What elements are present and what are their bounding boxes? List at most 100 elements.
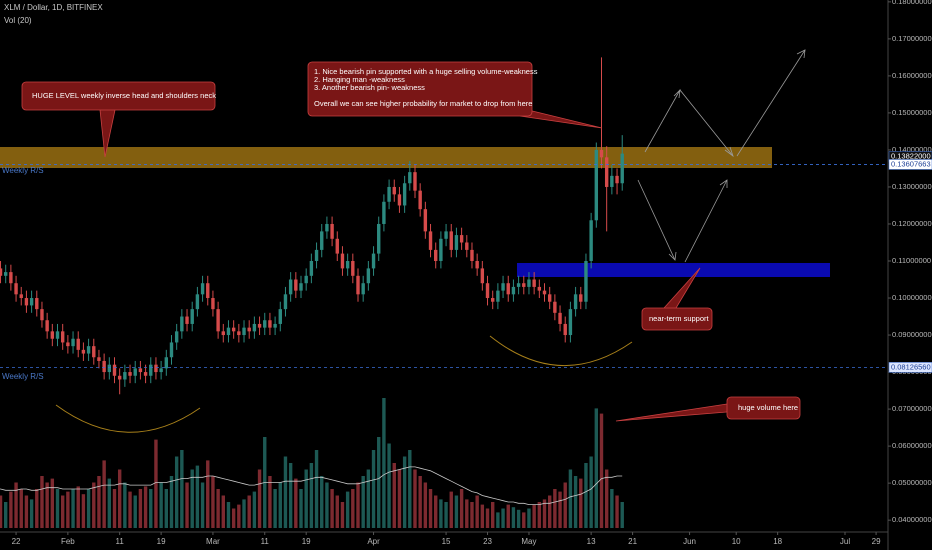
price-label-box: [888, 159, 932, 170]
arrow-head: [796, 49, 806, 59]
volume-bar: [563, 482, 567, 528]
arrow: [684, 179, 728, 263]
candle-body: [361, 283, 365, 295]
volume-bar: [547, 495, 552, 528]
candle-body: [594, 149, 599, 221]
volume-bar: [377, 437, 381, 528]
callout-pointer: [99, 109, 116, 158]
volume-bar: [335, 495, 339, 528]
volume-bar: [237, 504, 241, 528]
candle-body: [29, 298, 34, 306]
volume-bar: [392, 463, 396, 528]
candle-body: [522, 283, 526, 287]
candle-body: [257, 323, 262, 328]
volume-bar: [454, 495, 459, 528]
volume-bar: [164, 489, 169, 528]
x-tick-label: 19: [157, 537, 166, 546]
volume-bar: [169, 476, 174, 528]
y-tick-label: 0.10000000: [892, 293, 932, 302]
candle-body: [547, 294, 552, 302]
x-tick-label: Jun: [683, 537, 696, 546]
candle-body: [485, 283, 490, 299]
volume-bar: [553, 489, 557, 528]
candle-body: [149, 364, 153, 376]
volume-bar: [149, 489, 153, 528]
volume-bar: [532, 504, 536, 528]
callout: near-term support: [641, 267, 713, 331]
volume-bar: [382, 398, 386, 528]
volume-bar: [573, 476, 578, 528]
candle-body: [423, 209, 428, 232]
candle-body: [604, 157, 609, 187]
candle-body: [449, 231, 453, 250]
y-tick-label: 0.05000000: [892, 478, 932, 487]
volume-bar: [506, 504, 510, 528]
callout-text: 2. Hanging man -weakness: [314, 75, 405, 84]
volume-bar: [475, 495, 479, 528]
x-tick-label: May: [521, 537, 536, 546]
volume-bar: [434, 495, 438, 528]
candle-body: [92, 346, 96, 358]
volume-bar: [278, 482, 282, 528]
candle-body: [506, 283, 510, 295]
candle-body: [66, 342, 70, 347]
candle-body: [97, 357, 101, 361]
volume-bar: [154, 439, 158, 528]
volume-bar: [537, 502, 542, 528]
y-tick-label: 0.09000000: [892, 330, 932, 339]
candle-body: [174, 331, 179, 343]
volume-bar: [304, 469, 308, 528]
volume-bar: [247, 495, 251, 528]
candle-body: [573, 294, 578, 310]
callout-text: near-term support: [649, 314, 710, 323]
level-label: Weekly R/S: [2, 372, 44, 381]
candle-body: [71, 338, 75, 347]
volume-bar: [330, 489, 334, 528]
volume-bar: [480, 504, 485, 528]
x-tick-label: Mar: [206, 537, 220, 546]
candle-body: [76, 338, 80, 350]
candle-body: [226, 327, 231, 336]
volume-bar: [314, 450, 319, 528]
candle-body: [35, 298, 39, 310]
volume-bar: [102, 460, 106, 528]
volume-bar: [558, 491, 562, 528]
volume-bar: [3, 502, 8, 528]
candle-body: [211, 298, 215, 310]
volume-bar: [351, 489, 355, 528]
candle-body: [434, 249, 438, 262]
candle-body: [117, 375, 122, 380]
volume-bar: [92, 482, 96, 528]
candle-body: [418, 190, 422, 210]
candle-body: [242, 327, 246, 336]
volume-bar: [413, 469, 417, 528]
candle-body: [325, 223, 329, 232]
candle-body: [0, 268, 3, 276]
volume-bar: [190, 469, 194, 528]
candle-body: [387, 186, 391, 202]
volume-bar: [211, 476, 215, 528]
volume-bar: [174, 456, 179, 528]
candle-body: [320, 231, 324, 250]
volume-bar: [86, 489, 91, 528]
resistance-zone: [0, 147, 772, 168]
candle-body: [465, 242, 469, 250]
candle-body: [81, 349, 86, 354]
volume-bar: [470, 502, 474, 528]
candle-body: [366, 268, 371, 284]
candle-body: [169, 342, 174, 358]
y-tick-label: 0.07000000: [892, 404, 932, 413]
volume-bar: [97, 476, 101, 528]
candle-body: [294, 279, 298, 291]
volume-bar: [288, 463, 293, 528]
volume-bar: [66, 491, 70, 528]
volume-bar: [439, 499, 443, 528]
volume-bar: [221, 495, 225, 528]
candle-body: [501, 283, 505, 291]
candle-body: [143, 372, 148, 376]
candle-body: [107, 364, 112, 373]
volume-bar: [465, 499, 469, 528]
callout-text: 1. Nice bearish pin supported with a hug…: [314, 67, 538, 76]
volume-bar: [542, 499, 547, 528]
